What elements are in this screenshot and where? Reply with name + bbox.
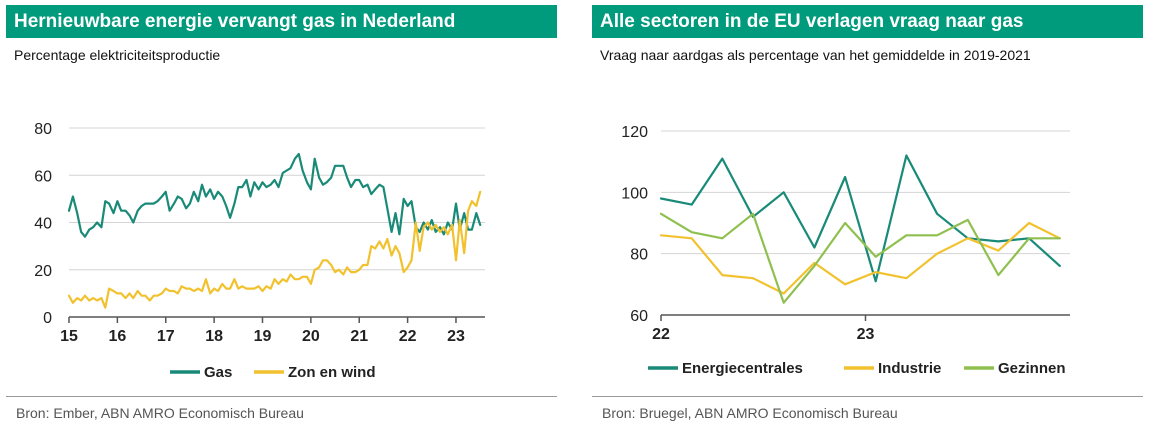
chart-right: 60 80 100 120 22 23 Energiecentrales Industrie G… [621,124,1070,377]
y-tick-label: 0 [43,310,52,327]
x-tick-label: 20 [302,328,320,345]
legend-label: Gas [204,364,232,381]
divider [592,396,1143,397]
x-tick-label: 15 [60,328,78,345]
source-note: Bron: Ember, ABN AMRO Economisch Bureau [16,405,304,421]
x-tick-label: 18 [205,328,223,345]
chart-title: Alle sectoren in de EU verlagen vraag na… [600,11,1024,32]
legend-label: Industrie [878,360,941,377]
panel-left: Hernieuwbare energie vervangt gas in Ned… [0,0,557,431]
x-tick-label: 17 [157,328,175,345]
x-tick-label: 22 [652,326,670,343]
panel-right: Alle sectoren in de EU verlagen vraag na… [586,0,1143,431]
chart-title: Hernieuwbare energie vervangt gas in Ned… [14,11,456,32]
series-line [67,152,482,238]
chart-header: Alle sectoren in de EU verlagen vraag na… [592,5,1143,38]
x-tick-label: 19 [254,328,272,345]
chart-subtitle: Vraag naar aardgas als percentage van he… [600,47,1031,63]
x-tick-label: 23 [857,326,875,343]
series-line [659,212,1061,304]
legend-label: Energiecentrales [682,360,803,377]
x-tick-label: 16 [108,328,126,345]
y-tick-label: 80 [630,247,648,264]
legend-label: Gezinnen [998,360,1066,377]
chart-header: Hernieuwbare energie vervangt gas in Ned… [6,5,557,38]
x-tick-label: 22 [399,328,417,345]
series-line [659,154,1061,283]
y-tick-label: 120 [621,124,648,141]
y-tick-label: 20 [34,263,52,280]
series-line [67,190,482,309]
series-line [659,221,1061,295]
y-tick-label: 80 [34,121,52,138]
divider [6,396,557,397]
y-tick-label: 100 [621,185,648,202]
y-tick-label: 60 [630,308,648,325]
x-tick-label: 23 [447,328,465,345]
legend-label: Zon en wind [288,364,376,381]
y-tick-label: 60 [34,168,52,185]
x-tick-label: 21 [350,328,368,345]
y-tick-label: 40 [34,216,52,233]
chart-subtitle: Percentage elektriciteitsproductie [14,47,221,63]
chart-left: 0 20 40 60 80 15 16 17 18 19 20 21 22 23 Gas Zon en win… [34,121,485,381]
source-note: Bron: Bruegel, ABN AMRO Economisch Burea… [602,405,898,421]
